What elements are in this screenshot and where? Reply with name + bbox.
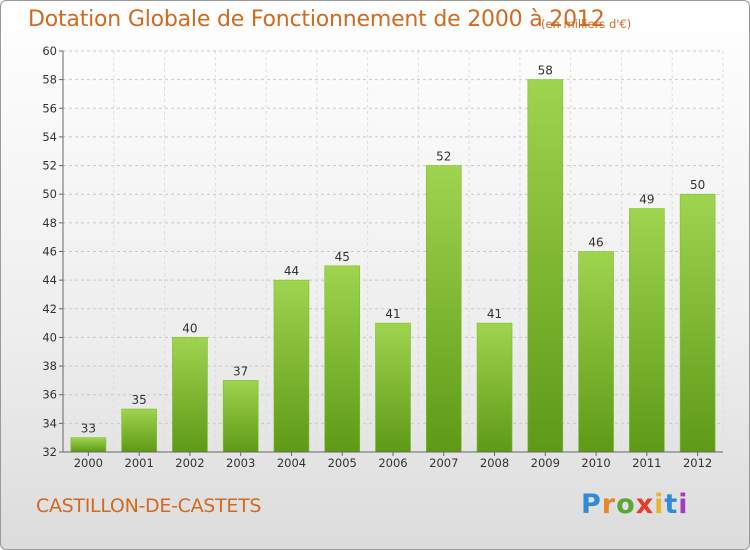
bar xyxy=(679,193,716,453)
data-label: 52 xyxy=(436,150,451,164)
x-tick-label: 2000 xyxy=(74,456,103,470)
x-tick-label: 2004 xyxy=(277,456,306,470)
bar xyxy=(578,251,614,453)
x-tick-label: 2001 xyxy=(125,456,154,470)
y-tick-label: 56 xyxy=(42,101,57,115)
y-tick-label: 40 xyxy=(42,330,57,344)
data-label: 41 xyxy=(385,307,400,321)
data-label: 44 xyxy=(284,264,299,278)
data-label: 41 xyxy=(487,307,502,321)
axes: 32 34 36 38 40 42 44 46 48 50 52 54 56 58 60 2000 2001 20… xyxy=(42,44,723,470)
proxiti-logo[interactable]: Proxiti xyxy=(581,489,689,520)
logo-letter: i xyxy=(654,489,665,520)
bar xyxy=(121,408,157,453)
y-tick-label: 60 xyxy=(42,44,57,58)
y-tick-label: 42 xyxy=(42,302,57,316)
x-tick-label: 2007 xyxy=(429,456,458,470)
logo-letter: P xyxy=(581,489,602,520)
data-label: 58 xyxy=(538,64,553,78)
data-label: 33 xyxy=(81,422,96,436)
chart-subtitle: (en milliers d'€) xyxy=(541,17,632,31)
logo-letter: x xyxy=(635,489,655,520)
chart-title: Dotation Globale de Fonctionnement de 20… xyxy=(28,7,605,32)
y-tick-label: 46 xyxy=(42,245,57,259)
bar xyxy=(629,208,665,453)
data-label: 46 xyxy=(588,236,603,250)
bar xyxy=(273,279,310,453)
bar xyxy=(527,79,564,453)
x-tick-label: 2005 xyxy=(328,456,357,470)
data-label: 35 xyxy=(132,393,147,407)
y-tick-label: 48 xyxy=(42,216,57,230)
y-tick-label: 36 xyxy=(42,388,57,402)
data-label: 49 xyxy=(639,193,654,207)
bar xyxy=(172,337,208,453)
x-tick-label: 2003 xyxy=(226,456,255,470)
bars: 33 35 40 37 44 45 41 52 41 58 46 49 50 xyxy=(70,64,716,453)
bar xyxy=(425,165,462,453)
y-tick-label: 52 xyxy=(42,159,57,173)
bar xyxy=(70,437,107,453)
bar xyxy=(375,322,411,453)
bar xyxy=(324,265,361,453)
y-tick-label: 32 xyxy=(42,445,57,459)
bar xyxy=(222,380,259,453)
x-tick-label: 2010 xyxy=(581,456,610,470)
data-label: 50 xyxy=(690,178,705,192)
y-tick-label: 50 xyxy=(42,187,57,201)
logo-letter: o xyxy=(616,489,636,520)
bar xyxy=(476,322,513,453)
logo-letter: r xyxy=(601,489,617,520)
x-tick-label: 2006 xyxy=(378,456,407,470)
data-label: 40 xyxy=(182,321,197,335)
x-tick-label: 2008 xyxy=(480,456,509,470)
x-tick-label: 2002 xyxy=(175,456,204,470)
logo-letter: i xyxy=(678,489,689,520)
y-tick-label: 58 xyxy=(42,73,57,87)
logo-letter: t xyxy=(664,489,679,520)
data-label: 45 xyxy=(335,250,350,264)
x-tick-label: 2011 xyxy=(632,456,661,470)
y-tick-label: 54 xyxy=(42,130,57,144)
y-tick-label: 34 xyxy=(42,416,57,430)
data-label: 37 xyxy=(233,364,248,378)
y-tick-label: 44 xyxy=(42,273,57,287)
x-tick-label: 2009 xyxy=(531,456,560,470)
commune-name: CASTILLON-DE-CASTETS xyxy=(36,495,262,517)
x-tick-label: 2012 xyxy=(683,456,712,470)
y-tick-label: 38 xyxy=(42,359,57,373)
